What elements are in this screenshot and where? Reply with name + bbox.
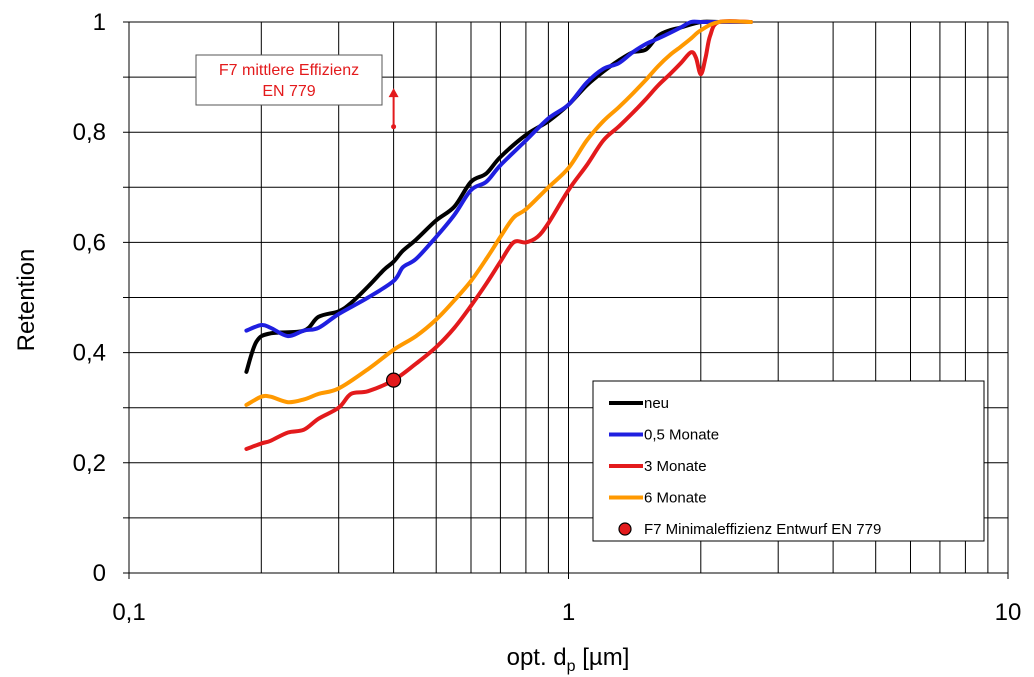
annotation-box: F7 mittlere Effizienz EN 779 [195, 54, 383, 106]
annotation-arrow-head [388, 88, 399, 98]
x-axis-label-subscript: p [567, 658, 576, 675]
legend-label-1: 0,5 Monate [644, 427, 719, 444]
minimum-efficiency-marker [386, 372, 402, 388]
y-tick-label: 0,2 [73, 450, 106, 477]
series-layer [244, 18, 753, 451]
series-line-0 [244, 19, 753, 374]
x-tick-label: 10 [995, 599, 1022, 626]
legend-frame [592, 380, 985, 542]
legend-label-marker: F7 Minimaleffizienz Entwurf EN 779 [644, 521, 881, 538]
y-axis-label: Retention [13, 249, 40, 352]
y-tick-label: 0,6 [73, 229, 106, 256]
x-axis-label-main: opt. d [507, 644, 567, 671]
series-line-1 [244, 19, 753, 339]
legend-label-2: 3 Monate [644, 458, 707, 475]
x-tick-label: 0,1 [112, 599, 145, 626]
annotation-arrow [388, 88, 399, 130]
annotation-arrow-tail [391, 124, 397, 130]
legend-label-0: neu [644, 395, 669, 412]
annotation-line2: EN 779 [262, 83, 315, 100]
annotation-line1: F7 mittlere Effizienz [219, 62, 359, 79]
y-tick-label: 1 [93, 9, 106, 36]
y-tick-label: 0,4 [73, 340, 106, 367]
tick-labels: 0,1 1 10 0 0,2 0,4 0,6 0,8 1 [73, 9, 1022, 626]
x-axis-label: opt. dp [µm] [507, 644, 630, 675]
x-axis-label-unit: [µm] [576, 644, 630, 671]
legend-label-3: 6 Monate [644, 490, 707, 507]
legend-marker-swatch [618, 522, 632, 536]
marker-layer [386, 372, 402, 388]
legend: neu 0,5 Monate 3 Monate 6 Monate F7 Minimale… [592, 380, 985, 542]
series-line-2 [244, 18, 753, 451]
y-tick-label: 0,8 [73, 119, 106, 146]
y-tick-label: 0 [93, 560, 106, 587]
series-line-3 [244, 19, 753, 407]
x-tick-label: 1 [562, 599, 575, 626]
plot-area-frame [128, 21, 1009, 574]
annotation-frame [195, 54, 383, 106]
